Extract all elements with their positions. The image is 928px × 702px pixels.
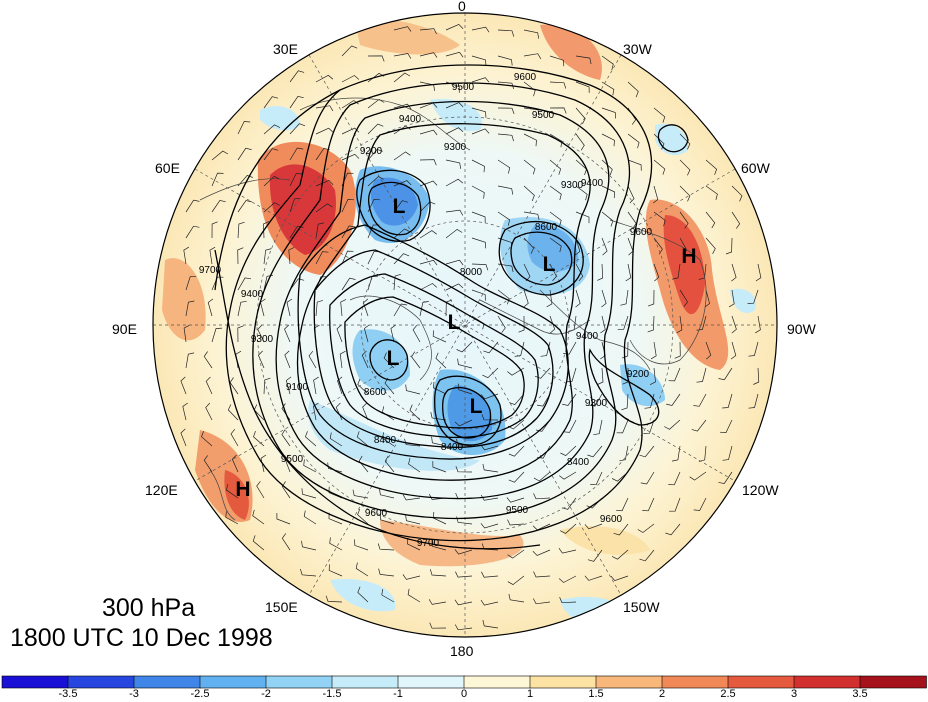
contour-label: 9500 — [532, 110, 555, 121]
contour-label: 8600 — [535, 222, 558, 233]
contour-label: 9600 — [365, 508, 388, 519]
pressure-level-title: 300 hPa — [102, 594, 196, 622]
low-center-5: L — [469, 395, 483, 418]
contour-label: 8400 — [567, 457, 590, 468]
lon-label-0: 0 — [458, 0, 466, 14]
contour-label: 9700 — [199, 265, 222, 276]
colorbar-tick-label: -2 — [261, 688, 271, 700]
contour-label: 9500 — [506, 505, 529, 516]
contour-label: 9400 — [241, 289, 264, 300]
contour-label: 9400 — [399, 114, 422, 125]
lon-label-90w: 90W — [787, 321, 816, 337]
colorbar-swatch — [265, 675, 333, 689]
colorbar-swatch — [727, 675, 795, 689]
colorbar-tick-label: 1 — [526, 688, 534, 700]
low-center-1: L — [392, 195, 406, 218]
contour-label: 9200 — [360, 146, 383, 157]
height-contours — [214, 64, 689, 550]
contour-label: 9600 — [600, 514, 623, 525]
low-center-4: L — [386, 347, 400, 370]
contour-label: 9300 — [561, 180, 584, 191]
lon-label-90e: 90E — [112, 321, 137, 337]
wind-barbs — [180, 23, 762, 631]
contour-label: 8000 — [460, 267, 483, 278]
contour-label: 9300 — [251, 334, 274, 345]
colorbar — [1, 675, 927, 689]
contour-label: 8600 — [364, 387, 387, 398]
lon-label-180: 180 — [450, 643, 474, 659]
contour-label: 9300 — [444, 142, 467, 153]
colorbar-swatch — [1, 675, 69, 689]
colorbar-tick-label: 2 — [658, 688, 666, 700]
lon-label-60e: 60E — [155, 160, 180, 176]
colorbar-swatch — [199, 675, 267, 689]
map-border — [152, 12, 778, 638]
contour-label: 9400 — [581, 178, 604, 189]
colorbar-swatch — [397, 675, 465, 689]
contour-label: 9300 — [585, 398, 608, 409]
valid-time-title: 1800 UTC 10 Dec 1998 — [10, 624, 273, 652]
colorbar-swatch — [859, 675, 927, 689]
lon-label-30e: 30E — [273, 41, 298, 57]
contour-label: 9500 — [452, 82, 475, 93]
colorbar-tick-label: -3.5 — [58, 688, 78, 700]
lon-label-150w: 150W — [623, 599, 660, 615]
colorbar-tick-label: 3 — [790, 688, 798, 700]
colorbar-tick-label: 0 — [460, 688, 468, 700]
colorbar-swatch — [67, 675, 135, 689]
contour-label: 9700 — [417, 538, 440, 549]
contour-label: 9200 — [627, 369, 650, 380]
colorbar-swatch — [463, 675, 531, 689]
graticule — [153, 13, 777, 637]
colorbar-tick-label: -2.5 — [190, 688, 210, 700]
colorbar-swatch — [595, 675, 663, 689]
contour-label: 9400 — [576, 331, 599, 342]
contour-label: 9500 — [281, 454, 304, 465]
colorbar-tick-label: 2.5 — [720, 688, 736, 700]
low-center-3: L — [447, 311, 461, 334]
lon-label-120e: 120E — [145, 482, 178, 498]
lon-label-60w: 60W — [741, 160, 770, 176]
colorbar-swatch — [529, 675, 597, 689]
colorbar-swatch — [133, 675, 201, 689]
colorbar-swatch — [793, 675, 861, 689]
contour-label: 9600 — [630, 227, 653, 238]
colorbar-tick-label: -3 — [129, 688, 139, 700]
contour-label: 9600 — [514, 72, 537, 83]
contour-label: 8400 — [374, 435, 397, 446]
lon-label-150e: 150E — [265, 599, 298, 615]
colorbar-tick-label: 1.5 — [588, 688, 604, 700]
contour-label: 8400 — [441, 442, 464, 453]
colorbar-swatch — [661, 675, 729, 689]
coastlines — [199, 97, 707, 521]
high-center-2: H — [235, 478, 251, 501]
colorbar-tick-label: -1.5 — [322, 688, 342, 700]
lon-label-30w: 30W — [623, 41, 652, 57]
colorbar-tick-label: 3.5 — [852, 688, 868, 700]
colorbar-tick-label: -1 — [393, 688, 403, 700]
high-center-1: H — [681, 245, 697, 268]
contour-label: 9100 — [286, 382, 309, 393]
colorbar-swatch — [331, 675, 399, 689]
lon-label-120w: 120W — [742, 482, 779, 498]
low-center-2: L — [542, 253, 556, 276]
